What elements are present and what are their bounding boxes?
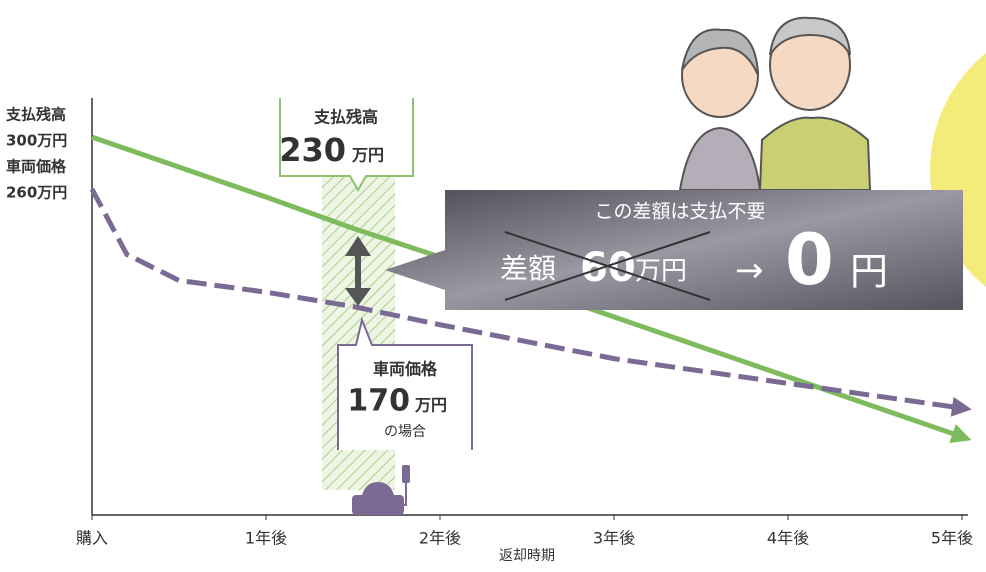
callout-result-unit: 円: [850, 250, 888, 294]
value-label: 300万円: [6, 132, 67, 150]
callout-value: 60: [580, 245, 636, 291]
car-icon: [352, 465, 410, 515]
price-label: 車両価格: [373, 360, 438, 379]
balance-value: 230: [279, 131, 346, 169]
balance-callout: [279, 98, 414, 193]
difference-callout: [385, 190, 963, 310]
series-line: [89, 188, 972, 417]
balance-unit: 万円: [351, 146, 384, 165]
callout-arrow: →: [735, 251, 764, 291]
callout-label: 差額: [500, 252, 556, 285]
balance-label: 支払残高: [313, 108, 378, 127]
x-tick-label: 5年後: [931, 529, 973, 548]
price-note: の場合: [384, 424, 426, 440]
callout-result: 0: [785, 219, 834, 301]
x-tick-label: 購入: [76, 529, 108, 548]
callout-unit: 万円: [635, 257, 687, 287]
x-axis-title: 返却時期: [499, 548, 555, 564]
strike-out: [504, 231, 711, 301]
x-tick-label: 1年後: [245, 529, 287, 548]
x-tick-label: 3年後: [593, 529, 635, 548]
x-tick-label: 4年後: [767, 529, 809, 548]
series-name: 支払残高: [5, 106, 66, 124]
illustration: [678, 16, 872, 191]
value-label: 260万円: [6, 184, 67, 202]
series-name: 車両価格: [6, 158, 67, 176]
difference-arrow: [345, 236, 371, 306]
price-callout: [337, 316, 473, 450]
price-value: 170: [347, 384, 410, 419]
price-unit: 万円: [414, 396, 447, 415]
callout-title: この差額は支払不要: [594, 201, 765, 223]
x-tick-label: 2年後: [419, 529, 461, 548]
